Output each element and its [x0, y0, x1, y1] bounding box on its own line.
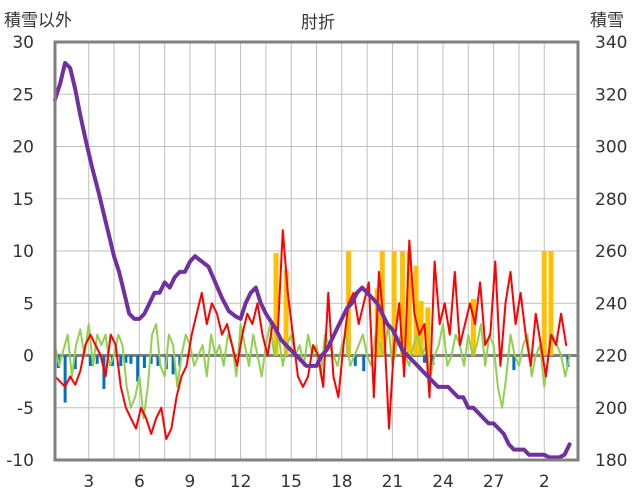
- x-tick-label: 18: [331, 472, 353, 492]
- plot-frame: [53, 40, 580, 462]
- y-left-tick-label: 5: [23, 294, 34, 314]
- snowfall-bar: [541, 251, 547, 356]
- y-left-tick-label: 10: [12, 242, 34, 262]
- precip-bar: [124, 355, 128, 363]
- snow-depth-line: [53, 60, 572, 460]
- precip-bar: [95, 355, 99, 364]
- y-left-tick-label: 0: [23, 347, 34, 367]
- precip-bar: [156, 355, 160, 366]
- lines-layer: [53, 60, 572, 460]
- snowfall-bar: [418, 301, 424, 356]
- precip-bar: [119, 355, 123, 366]
- precip-bar: [88, 355, 92, 366]
- y-right-tick-label: 240: [595, 294, 627, 314]
- snowfall-bar: [470, 299, 476, 356]
- precip-bar: [353, 355, 357, 366]
- y-left-tick-label: 30: [12, 33, 34, 53]
- y-left-tick-label: -10: [6, 451, 34, 471]
- precip-bar: [136, 355, 140, 382]
- precip-bar: [171, 355, 175, 375]
- wind-line: [54, 323, 571, 420]
- snowfall-bar: [283, 269, 289, 356]
- y-right-tick-label: 320: [595, 85, 627, 105]
- temperature-line: [54, 229, 568, 441]
- x-tick-label: 24: [432, 472, 454, 492]
- y-right-tick-label: 220: [595, 347, 627, 367]
- y-left-tick-label: 25: [12, 85, 34, 105]
- x-tick-label: 2: [539, 472, 550, 492]
- right-axis-label: 積雪: [590, 11, 624, 31]
- y-left-tick-label: 15: [12, 190, 34, 210]
- bars-layer: [56, 251, 570, 403]
- precip-bar: [512, 355, 516, 371]
- precip-bar: [362, 355, 366, 372]
- snowfall-bar: [400, 251, 406, 356]
- x-tick-label: 12: [230, 472, 252, 492]
- y-left-tick-label: 20: [12, 138, 34, 158]
- snowfall-bar: [391, 251, 397, 356]
- y-right-tick-label: 340: [595, 33, 627, 53]
- snowfall-bar: [406, 251, 412, 356]
- tick-labels: 30 340 25 320 20 300 15 280 10 260 5 240 0 220 -5 200 -1…: [6, 33, 627, 492]
- snowfall-bar: [548, 251, 554, 356]
- precip-bar: [129, 355, 133, 364]
- left-axis-label: 積雪以外: [4, 11, 72, 31]
- precip-bar: [422, 355, 426, 363]
- y-right-tick-label: 300: [595, 138, 627, 158]
- chart-title: 肘折: [301, 13, 335, 33]
- y-right-tick-label: 260: [595, 242, 627, 262]
- snowfall-bar: [413, 265, 419, 356]
- x-tick-label: 6: [134, 472, 145, 492]
- precip-bar: [149, 355, 153, 364]
- y-right-tick-label: 180: [595, 451, 627, 471]
- x-tick-label: 3: [83, 472, 94, 492]
- x-tick-label: 9: [185, 472, 196, 492]
- x-tick-label: 15: [280, 472, 302, 492]
- x-tick-label: 21: [382, 472, 404, 492]
- y-right-tick-label: 280: [595, 190, 627, 210]
- y-left-tick-label: -5: [17, 399, 34, 419]
- snowfall-bar: [425, 307, 431, 356]
- x-tick-label: 27: [483, 472, 505, 492]
- y-right-tick-label: 200: [595, 399, 627, 419]
- precip-bar: [142, 355, 146, 369]
- precip-bar: [63, 355, 67, 403]
- precip-bar: [73, 355, 77, 370]
- snowfall-bar: [273, 253, 279, 356]
